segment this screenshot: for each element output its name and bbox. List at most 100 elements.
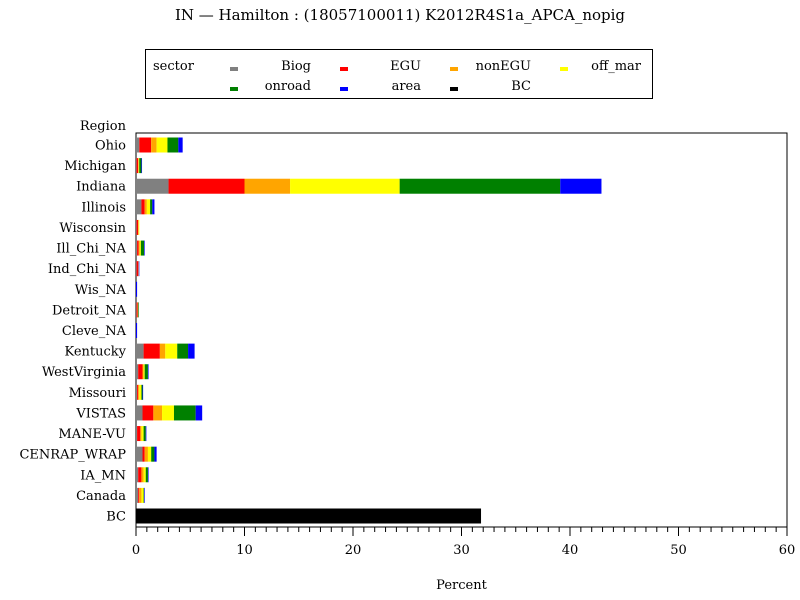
x-axis-label: Percent bbox=[436, 578, 487, 593]
bar-segment-onroad bbox=[145, 467, 148, 483]
bar-segment-off-mar bbox=[146, 199, 151, 215]
bar-segment-area bbox=[147, 467, 149, 483]
bar-segment-onroad bbox=[139, 158, 142, 174]
bar-segment-area bbox=[188, 343, 195, 359]
bar-segment-area bbox=[147, 364, 149, 380]
bar-segment-onroad bbox=[150, 199, 153, 215]
legend-swatch bbox=[230, 87, 238, 91]
legend-entry-area: area bbox=[311, 79, 431, 95]
category-label: IA_MN bbox=[80, 468, 126, 483]
legend-label: nonEGU bbox=[475, 59, 531, 74]
bar-segment-area bbox=[144, 487, 145, 503]
bar-segment-nonegu bbox=[244, 178, 291, 194]
bar-segment-nonegu bbox=[141, 467, 144, 483]
bar-segment-area bbox=[178, 137, 183, 153]
bar-segment-nonegu bbox=[144, 446, 148, 462]
legend-label: off_mar bbox=[591, 59, 641, 74]
bar-segment-biog bbox=[136, 487, 139, 503]
category-label: CENRAP_WRAP bbox=[19, 448, 126, 463]
category-label: Michigan bbox=[64, 159, 126, 174]
bar-segment-biog bbox=[136, 446, 143, 462]
bar-segment-egu bbox=[137, 384, 139, 400]
category-label: Missouri bbox=[69, 386, 126, 401]
bar-segment-nonegu bbox=[140, 426, 142, 442]
bar-segment-onroad bbox=[173, 405, 196, 421]
legend-label: Biog bbox=[281, 59, 311, 74]
legend-swatch bbox=[450, 87, 458, 91]
x-tick-label: 60 bbox=[779, 543, 796, 558]
category-label: Kentucky bbox=[64, 345, 126, 360]
bar-segment-off-mar bbox=[143, 467, 146, 483]
bar-segment-biog bbox=[136, 343, 144, 359]
bar-segment-nonegu bbox=[142, 364, 144, 380]
legend-swatch bbox=[230, 67, 238, 71]
bar-segment-area bbox=[154, 446, 157, 462]
bar-segment-onroad bbox=[177, 343, 189, 359]
bar-segment-biog bbox=[136, 467, 139, 483]
legend-label: onroad bbox=[264, 79, 311, 94]
bar-segment-onroad bbox=[144, 364, 148, 380]
category-label: BC bbox=[106, 510, 126, 525]
bar-segment-biog bbox=[136, 384, 138, 400]
category-label: Wisconsin bbox=[59, 221, 126, 236]
bar-segment-off-mar bbox=[139, 384, 142, 400]
bar-segment-biog bbox=[136, 219, 137, 235]
legend-title: sector bbox=[153, 59, 194, 74]
bar-segment-nonegu bbox=[159, 343, 166, 359]
bar-segment-off-mar bbox=[139, 240, 141, 256]
bar-segment-egu bbox=[139, 137, 152, 153]
bar-segment-egu bbox=[138, 487, 140, 503]
bar-segment-off-mar bbox=[143, 364, 145, 380]
legend-swatch bbox=[340, 67, 348, 71]
legend-label: BC bbox=[511, 79, 531, 94]
bar-segment-off-mar bbox=[290, 178, 400, 194]
category-label: Canada bbox=[76, 489, 126, 504]
bar-segment-off-mar bbox=[162, 405, 174, 421]
x-tick-label: 30 bbox=[453, 543, 470, 558]
legend-entry-biog: Biog bbox=[201, 59, 321, 75]
bar-segment-off-mar bbox=[141, 487, 144, 503]
bar-segment-onroad bbox=[151, 446, 155, 462]
bar-segment-biog bbox=[136, 261, 137, 277]
bar-segment-nonegu bbox=[138, 261, 139, 277]
category-label: Detroit_NA bbox=[52, 303, 127, 318]
x-tick-label: 20 bbox=[345, 543, 362, 558]
bar-segment-off-mar bbox=[165, 343, 178, 359]
category-label: Ohio bbox=[95, 139, 126, 154]
bar-segment-area bbox=[136, 281, 138, 297]
bar-segment-nonegu bbox=[144, 199, 147, 215]
legend-label: area bbox=[391, 79, 421, 94]
bar-segment-off-mar bbox=[138, 219, 140, 235]
bar-segment-biog bbox=[136, 158, 137, 174]
legend-label: EGU bbox=[390, 59, 421, 74]
legend-entry-bc: BC bbox=[421, 79, 541, 95]
bar-segment-biog bbox=[136, 405, 143, 421]
legend-entry-egu: EGU bbox=[311, 59, 431, 75]
bar-segment-egu bbox=[136, 302, 138, 318]
bar-segment-biog bbox=[136, 178, 169, 194]
bar-segment-nonegu bbox=[137, 302, 139, 318]
x-tick-label: 0 bbox=[132, 543, 140, 558]
y-axis-label: Region bbox=[80, 119, 127, 134]
bar-segment-onroad bbox=[140, 240, 145, 256]
bar-segment-off-mar bbox=[147, 446, 152, 462]
x-tick-label: 50 bbox=[670, 543, 687, 558]
bar-segment-area bbox=[142, 384, 144, 400]
bar-segment-onroad bbox=[141, 384, 143, 400]
bar-segment-area bbox=[138, 261, 140, 277]
category-label: MANE-VU bbox=[58, 427, 126, 442]
bar-segment-nonegu bbox=[138, 219, 139, 235]
bar-segment-egu bbox=[141, 199, 145, 215]
bar-segment-off-mar bbox=[141, 426, 144, 442]
bar-segment-nonegu bbox=[138, 158, 139, 174]
bar-segment-egu bbox=[137, 240, 139, 256]
bar-segment-nonegu bbox=[138, 240, 140, 256]
bar-segment-area bbox=[560, 178, 602, 194]
bar-segment-area bbox=[195, 405, 203, 421]
category-label: Cleve_NA bbox=[62, 324, 127, 339]
category-label: WestVirginia bbox=[42, 365, 126, 380]
x-tick-label: 40 bbox=[562, 543, 579, 558]
bar-segment-egu bbox=[143, 343, 160, 359]
bar-segment-egu bbox=[142, 446, 145, 462]
category-label: Ind_Chi_NA bbox=[48, 262, 127, 277]
